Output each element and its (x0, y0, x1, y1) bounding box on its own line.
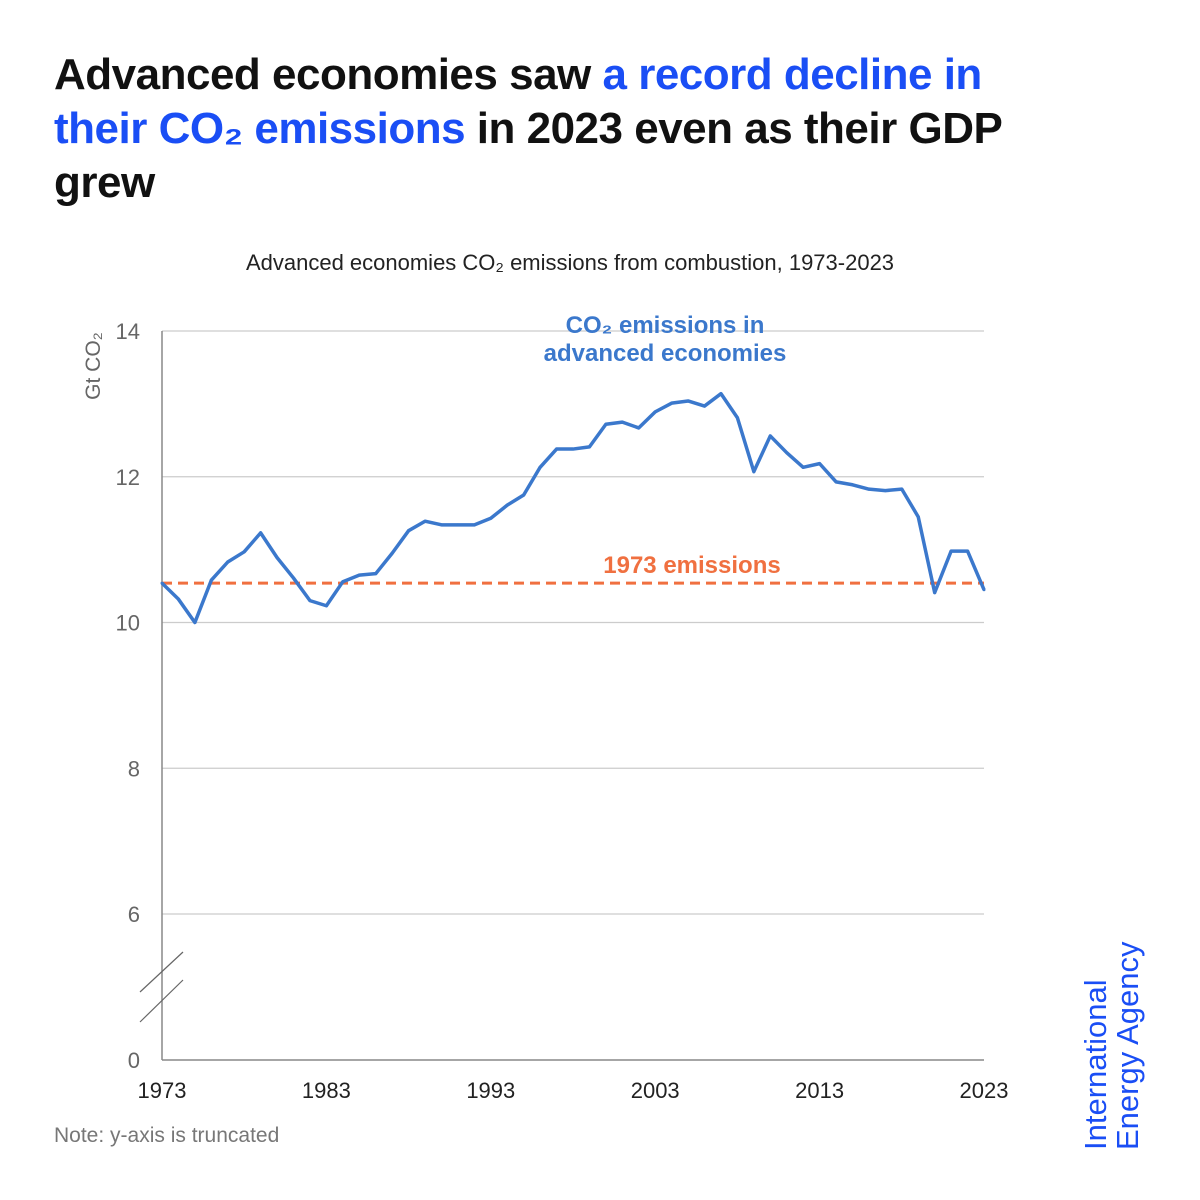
data-point (193, 621, 197, 624)
data-point (801, 465, 805, 469)
data-point (275, 556, 279, 560)
series-label: advanced economies (544, 340, 787, 367)
data-point (637, 426, 641, 430)
data-point (472, 523, 476, 527)
y-axis-label: Gt CO₂ (82, 332, 105, 400)
data-point (916, 515, 920, 519)
data-point (966, 549, 970, 553)
axis-break-mark (139, 979, 184, 1023)
data-point (555, 447, 559, 451)
footnote: Note: y-axis is truncated (54, 1124, 280, 1147)
x-tick-label: 1983 (302, 1078, 351, 1103)
data-point (670, 401, 674, 405)
data-point (933, 591, 937, 595)
logo-line-2: Energy Agency (1110, 941, 1145, 1150)
y-tick-label: 12 (116, 465, 140, 490)
data-point (259, 531, 263, 535)
data-point (653, 410, 657, 414)
data-point (867, 487, 871, 491)
data-point (949, 549, 953, 553)
data-point (571, 447, 575, 451)
data-point (538, 465, 542, 469)
y-tick-label: 0 (128, 1048, 140, 1073)
data-point (407, 529, 411, 533)
data-point (390, 551, 394, 555)
data-point (423, 519, 427, 523)
data-point (226, 560, 230, 564)
logo-line-1: International (1078, 979, 1113, 1150)
data-point (522, 493, 526, 497)
iea-logo: International Energy Agency (1078, 910, 1145, 1150)
headline-text-end: in 2023 even as their GDP grew (54, 104, 1002, 207)
data-point (620, 420, 624, 424)
chart-subtitle: Advanced economies CO₂ emissions from co… (245, 250, 895, 275)
data-point (785, 451, 789, 455)
data-point (850, 483, 854, 487)
data-point (341, 580, 345, 584)
data-point (439, 523, 443, 527)
reference-line-label: 1973 emissions (603, 552, 780, 579)
series-label: CO₂ emissions in (566, 312, 765, 339)
data-point (686, 399, 690, 403)
data-point (292, 576, 296, 580)
x-tick-label: 2023 (960, 1078, 1009, 1103)
data-point (209, 578, 213, 582)
data-point (752, 470, 756, 474)
data-point (587, 445, 591, 449)
data-point (176, 597, 180, 601)
data-point (768, 434, 772, 438)
data-point (456, 523, 460, 527)
x-tick-label: 2003 (631, 1078, 680, 1103)
data-point (719, 392, 723, 396)
data-point (604, 422, 608, 426)
emissions-line (160, 391, 986, 625)
y-tick-label: 10 (116, 611, 140, 636)
data-point (357, 573, 361, 577)
x-tick-label: 1973 (138, 1078, 187, 1103)
headline: Advanced economies saw a record decline … (54, 48, 1054, 210)
y-tick-label: 8 (128, 756, 140, 781)
data-point (883, 489, 887, 493)
data-point (818, 462, 822, 466)
y-tick-label: 14 (116, 319, 140, 344)
y-tick-label: 6 (128, 902, 140, 927)
data-point (982, 588, 986, 592)
data-point (374, 572, 378, 576)
data-point (324, 604, 328, 608)
data-point (505, 503, 509, 507)
x-tick-label: 2013 (795, 1078, 844, 1103)
data-point (308, 599, 312, 603)
data-point (703, 404, 707, 408)
x-tick-label: 1993 (466, 1078, 515, 1103)
headline-highlight: a record decline in their CO₂ emissions (54, 50, 982, 153)
data-point (160, 581, 164, 585)
data-point (242, 550, 246, 554)
headline-text: Advanced economies saw (54, 50, 603, 99)
data-point (735, 416, 739, 420)
data-point (489, 516, 493, 520)
data-point (900, 487, 904, 491)
axis-break-mark (139, 951, 184, 993)
data-point (834, 480, 838, 484)
